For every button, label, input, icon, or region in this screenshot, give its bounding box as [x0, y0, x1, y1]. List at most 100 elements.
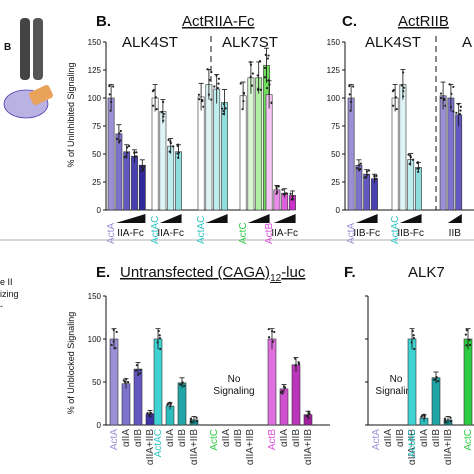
no-signal-label: Signaling	[213, 386, 254, 397]
category-label: ActAC	[150, 216, 161, 244]
data-point	[168, 401, 172, 404]
panel-b-subtitle-2: ALK7ST	[222, 34, 278, 51]
data-point	[201, 98, 204, 102]
data-point	[275, 185, 278, 188]
data-point	[281, 188, 284, 191]
panel-f-letter: F.	[344, 264, 356, 281]
data-point	[242, 92, 246, 95]
bar-label: αIIA	[383, 429, 394, 447]
y-tick-label: 0	[336, 206, 341, 215]
data-point	[206, 68, 209, 71]
bar-label: αIIB	[233, 429, 244, 447]
receptor-right-chain	[33, 18, 43, 80]
no-signal-label: No	[390, 374, 403, 385]
data-point	[154, 96, 158, 99]
bar	[151, 97, 159, 211]
bar-label: αIIB	[395, 429, 406, 447]
data-point	[125, 146, 129, 149]
data-point	[162, 115, 165, 118]
data-point	[392, 104, 395, 107]
data-point	[275, 192, 278, 195]
data-point	[263, 66, 267, 70]
bar-label: αIIB	[177, 429, 188, 447]
data-point	[307, 410, 310, 413]
bar	[121, 383, 131, 426]
bar-label: αIIA+IIB	[407, 429, 418, 465]
data-point	[109, 109, 112, 112]
bar-label: ActAC	[153, 429, 164, 457]
data-point	[402, 86, 405, 89]
bar	[399, 84, 407, 211]
data-point	[267, 336, 271, 339]
bar	[255, 77, 263, 211]
data-point	[365, 170, 369, 173]
data-point	[443, 97, 446, 101]
data-point	[149, 411, 152, 415]
panel-e-title-group: Untransfected (CAGA)12-luc	[120, 264, 306, 284]
bar-label: ActC	[209, 429, 220, 451]
data-point	[357, 169, 361, 172]
dose-wedge	[273, 214, 296, 223]
data-point	[411, 329, 414, 333]
bar	[267, 338, 277, 426]
data-point	[115, 137, 119, 141]
data-point	[348, 93, 351, 96]
data-point	[291, 198, 295, 201]
category-label: ActAC	[390, 216, 401, 244]
data-point	[284, 192, 288, 195]
bar-label: αIIA	[221, 429, 232, 447]
data-point	[291, 195, 294, 198]
data-point	[412, 336, 416, 340]
y-tick-label: 100	[88, 94, 102, 103]
dose-wedge	[355, 214, 378, 223]
data-point	[443, 417, 447, 420]
data-point	[420, 415, 423, 418]
data-point	[264, 53, 267, 57]
bar	[123, 151, 131, 211]
data-point	[160, 111, 163, 114]
data-point	[158, 336, 162, 340]
data-point	[412, 158, 415, 161]
data-point	[117, 141, 121, 144]
y-tick-label: 125	[327, 66, 341, 75]
data-point	[158, 334, 161, 337]
data-point	[395, 107, 398, 111]
bar-label: αIIA	[165, 429, 176, 447]
data-point	[416, 162, 419, 165]
data-point	[133, 151, 136, 154]
bar	[153, 338, 163, 426]
data-point	[455, 111, 458, 114]
bar	[363, 173, 371, 211]
data-point	[146, 411, 149, 415]
data-point	[122, 379, 125, 382]
dose-wedge	[205, 214, 228, 223]
data-point	[402, 71, 405, 74]
data-point	[275, 186, 278, 190]
y-tick-label: 0	[97, 421, 102, 430]
bar	[221, 102, 228, 211]
bar-label: αIIA	[121, 429, 132, 447]
data-point	[210, 98, 213, 101]
data-point	[177, 156, 180, 159]
data-point	[452, 110, 455, 113]
data-point	[444, 421, 447, 424]
data-point	[435, 376, 438, 379]
panel-f-title: ALK7	[408, 264, 445, 281]
bar-label: ActB	[267, 429, 278, 450]
data-point	[305, 414, 308, 418]
cartoon-letter: B	[4, 42, 11, 53]
data-point	[241, 108, 244, 111]
bar	[115, 133, 123, 211]
data-point	[162, 119, 165, 122]
data-point	[166, 403, 169, 406]
category-label: ActC	[238, 222, 249, 244]
data-point	[155, 107, 158, 111]
side-caption-line-2: izing	[0, 289, 19, 299]
dose-wedge	[399, 214, 422, 223]
data-point	[367, 169, 371, 172]
category-label: ActB	[264, 223, 275, 244]
data-point	[156, 341, 159, 344]
